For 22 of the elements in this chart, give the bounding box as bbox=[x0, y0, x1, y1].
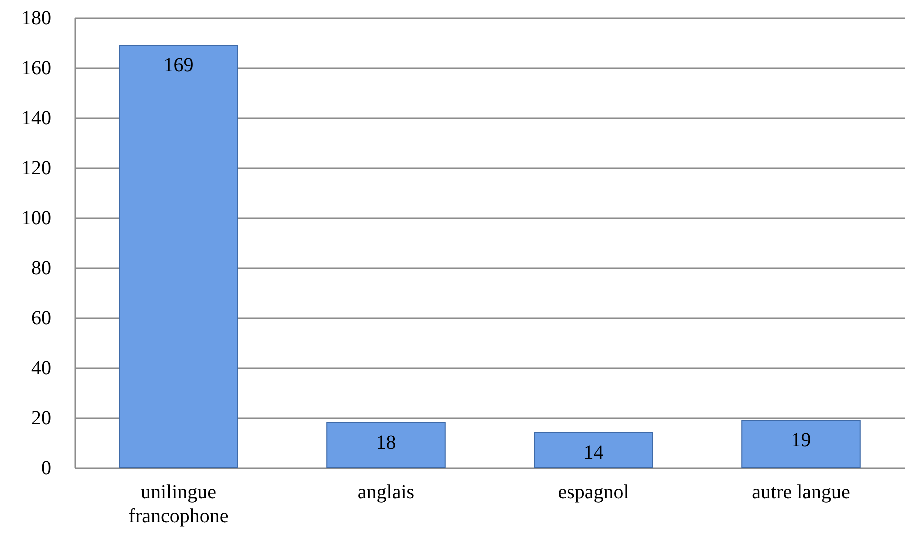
data-label: 14 bbox=[584, 442, 604, 464]
x-tick-label: autre langue bbox=[752, 482, 851, 504]
x-tick-label: unilingue francophone bbox=[128, 482, 229, 528]
data-label: 18 bbox=[376, 432, 396, 454]
y-tick-label: 80 bbox=[32, 258, 52, 280]
bar bbox=[742, 420, 861, 468]
y-tick-label: 40 bbox=[32, 358, 52, 380]
x-tick-label: espagnol bbox=[558, 482, 630, 504]
data-label: 19 bbox=[791, 430, 812, 452]
bar bbox=[119, 45, 238, 468]
data-label: 169 bbox=[164, 54, 194, 76]
y-tick-label: 180 bbox=[22, 8, 52, 30]
y-tick-label: 60 bbox=[32, 308, 52, 330]
y-tick-label: 0 bbox=[42, 458, 52, 480]
y-tick-label: 120 bbox=[22, 158, 52, 180]
bar bbox=[534, 432, 654, 468]
y-tick-label: 100 bbox=[22, 208, 52, 230]
y-tick-label: 140 bbox=[22, 108, 52, 130]
y-tick-label: 20 bbox=[32, 408, 52, 430]
x-tick-label: anglais bbox=[358, 482, 415, 504]
y-tick-label: 160 bbox=[22, 58, 52, 80]
bar bbox=[326, 422, 446, 468]
